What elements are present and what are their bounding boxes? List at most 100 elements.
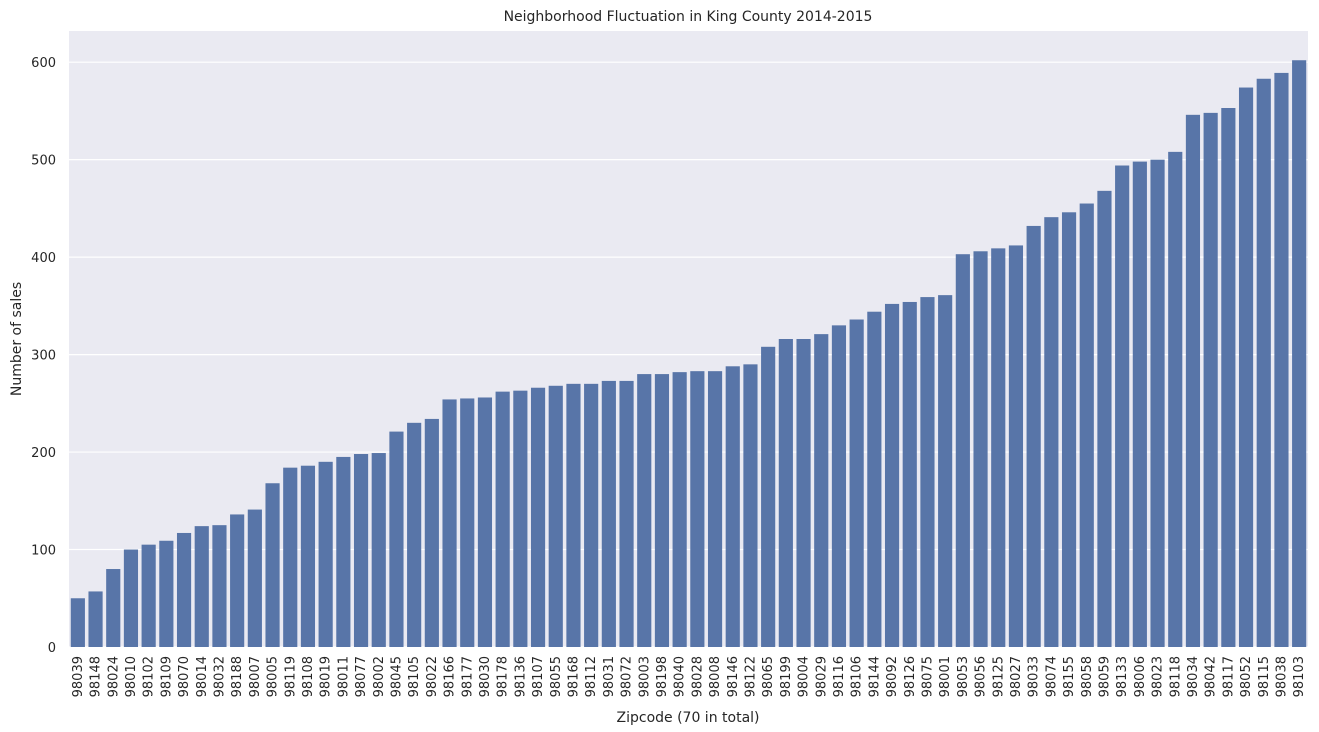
x-tick-label: 98117 [1221, 656, 1236, 697]
x-tick-label: 98092 [885, 656, 900, 697]
bar-98107 [530, 387, 546, 647]
x-tick-label: 98058 [1080, 656, 1095, 697]
bar-98030 [477, 397, 493, 647]
x-tick-label: 98199 [779, 656, 794, 697]
bar-98006 [1132, 161, 1147, 647]
bar-98002 [371, 453, 386, 647]
y-tick-label: 500 [31, 154, 56, 169]
bar-98125 [991, 248, 1006, 647]
x-tick-label: 98004 [797, 656, 812, 697]
x-tick-label: 98118 [1168, 656, 1183, 697]
bar-98177 [460, 398, 475, 647]
x-tick-label: 98010 [124, 656, 139, 697]
y-tick-label: 0 [48, 641, 56, 656]
bar-98011 [336, 456, 351, 647]
x-tick-label: 98070 [177, 656, 192, 697]
y-tick-label: 100 [31, 544, 56, 559]
x-tick-label: 98122 [743, 656, 758, 697]
x-tick-label: 98106 [850, 656, 865, 697]
x-tick-label: 98075 [920, 656, 935, 697]
bar-98112 [584, 383, 599, 647]
bar-98133 [1115, 165, 1130, 647]
bar-98032 [212, 525, 227, 647]
bar-98188 [230, 514, 245, 647]
x-tick-label: 98039 [71, 656, 86, 697]
y-axis-label: Number of sales [9, 282, 25, 396]
bar-98056 [973, 251, 988, 647]
x-tick-label: 98027 [1009, 656, 1024, 697]
x-tick-label: 98006 [1133, 656, 1148, 697]
bar-98102 [141, 544, 156, 647]
bar-98033 [1026, 225, 1041, 647]
bar-98023 [1150, 159, 1165, 647]
bar-98109 [159, 540, 174, 647]
x-tick-label: 98038 [1274, 656, 1289, 697]
bar-98117 [1221, 108, 1236, 647]
chart-title: Neighborhood Fluctuation in King County … [504, 9, 873, 25]
x-tick-label: 98188 [230, 656, 245, 697]
x-tick-label: 98116 [832, 656, 847, 697]
bar-98042 [1203, 112, 1218, 648]
x-tick-label: 98133 [1115, 656, 1130, 697]
x-axis-label: Zipcode (70 in total) [617, 710, 760, 726]
x-tick-label: 98042 [1204, 656, 1219, 697]
x-tick-label: 98034 [1186, 656, 1201, 697]
x-tick-label: 98115 [1257, 656, 1272, 697]
x-tick-label: 98107 [531, 656, 546, 697]
x-tick-label: 98028 [690, 656, 705, 697]
x-tick-label: 98001 [938, 656, 953, 697]
bar-98008 [707, 371, 723, 647]
bar-98001 [938, 295, 953, 647]
bar-98146 [725, 366, 740, 647]
bar-98034 [1185, 114, 1201, 648]
x-tick-label: 98005 [266, 656, 281, 697]
x-tick-label: 98033 [1027, 656, 1042, 697]
x-tick-label: 98045 [389, 656, 404, 697]
x-tick-label: 98055 [549, 656, 564, 697]
x-tick-label: 98065 [761, 656, 776, 697]
bar-98072 [619, 380, 634, 647]
bar-98103 [1292, 60, 1307, 648]
bar-98116 [831, 325, 847, 647]
x-tick-label: 98168 [566, 656, 581, 697]
bar-98199 [778, 339, 793, 647]
bar-98039 [70, 598, 85, 647]
x-tick-label: 98053 [956, 656, 971, 697]
x-tick-label: 98112 [584, 656, 599, 697]
bar-98178 [495, 391, 510, 647]
x-tick-label: 98126 [903, 656, 918, 697]
bar-98118 [1168, 151, 1183, 647]
bar-98119 [283, 467, 298, 647]
bar-98053 [955, 254, 970, 648]
y-tick-label: 600 [31, 56, 56, 71]
bars [70, 60, 1307, 648]
x-tick-label: 98072 [620, 656, 635, 697]
bar-98115 [1256, 78, 1271, 647]
bar-98126 [902, 301, 917, 647]
bar-98029 [814, 334, 829, 647]
bar-98168 [566, 383, 581, 647]
bar-98077 [353, 454, 369, 647]
x-tick-label: 98102 [142, 656, 157, 697]
y-axis-ticks: 0 100 200 300 400 500 600 [31, 56, 56, 656]
x-tick-label: 98119 [283, 656, 298, 697]
x-tick-label: 98056 [974, 656, 989, 697]
bar-98055 [548, 385, 563, 647]
bar-98065 [761, 346, 776, 647]
bar-98105 [407, 422, 422, 647]
bar-98004 [796, 339, 811, 647]
x-tick-label: 98002 [372, 656, 387, 697]
bar-98136 [513, 390, 528, 647]
x-tick-label: 98011 [336, 656, 351, 697]
x-tick-label: 98144 [867, 656, 882, 697]
x-tick-label: 98148 [89, 656, 104, 697]
y-tick-label: 300 [31, 349, 56, 364]
x-tick-label: 98105 [407, 656, 422, 697]
x-tick-label: 98074 [1044, 656, 1059, 697]
x-tick-label: 98022 [425, 656, 440, 697]
x-tick-label: 98019 [319, 656, 334, 697]
bar-98198 [654, 374, 670, 647]
x-tick-label: 98198 [655, 656, 670, 697]
x-tick-label: 98008 [708, 656, 723, 697]
